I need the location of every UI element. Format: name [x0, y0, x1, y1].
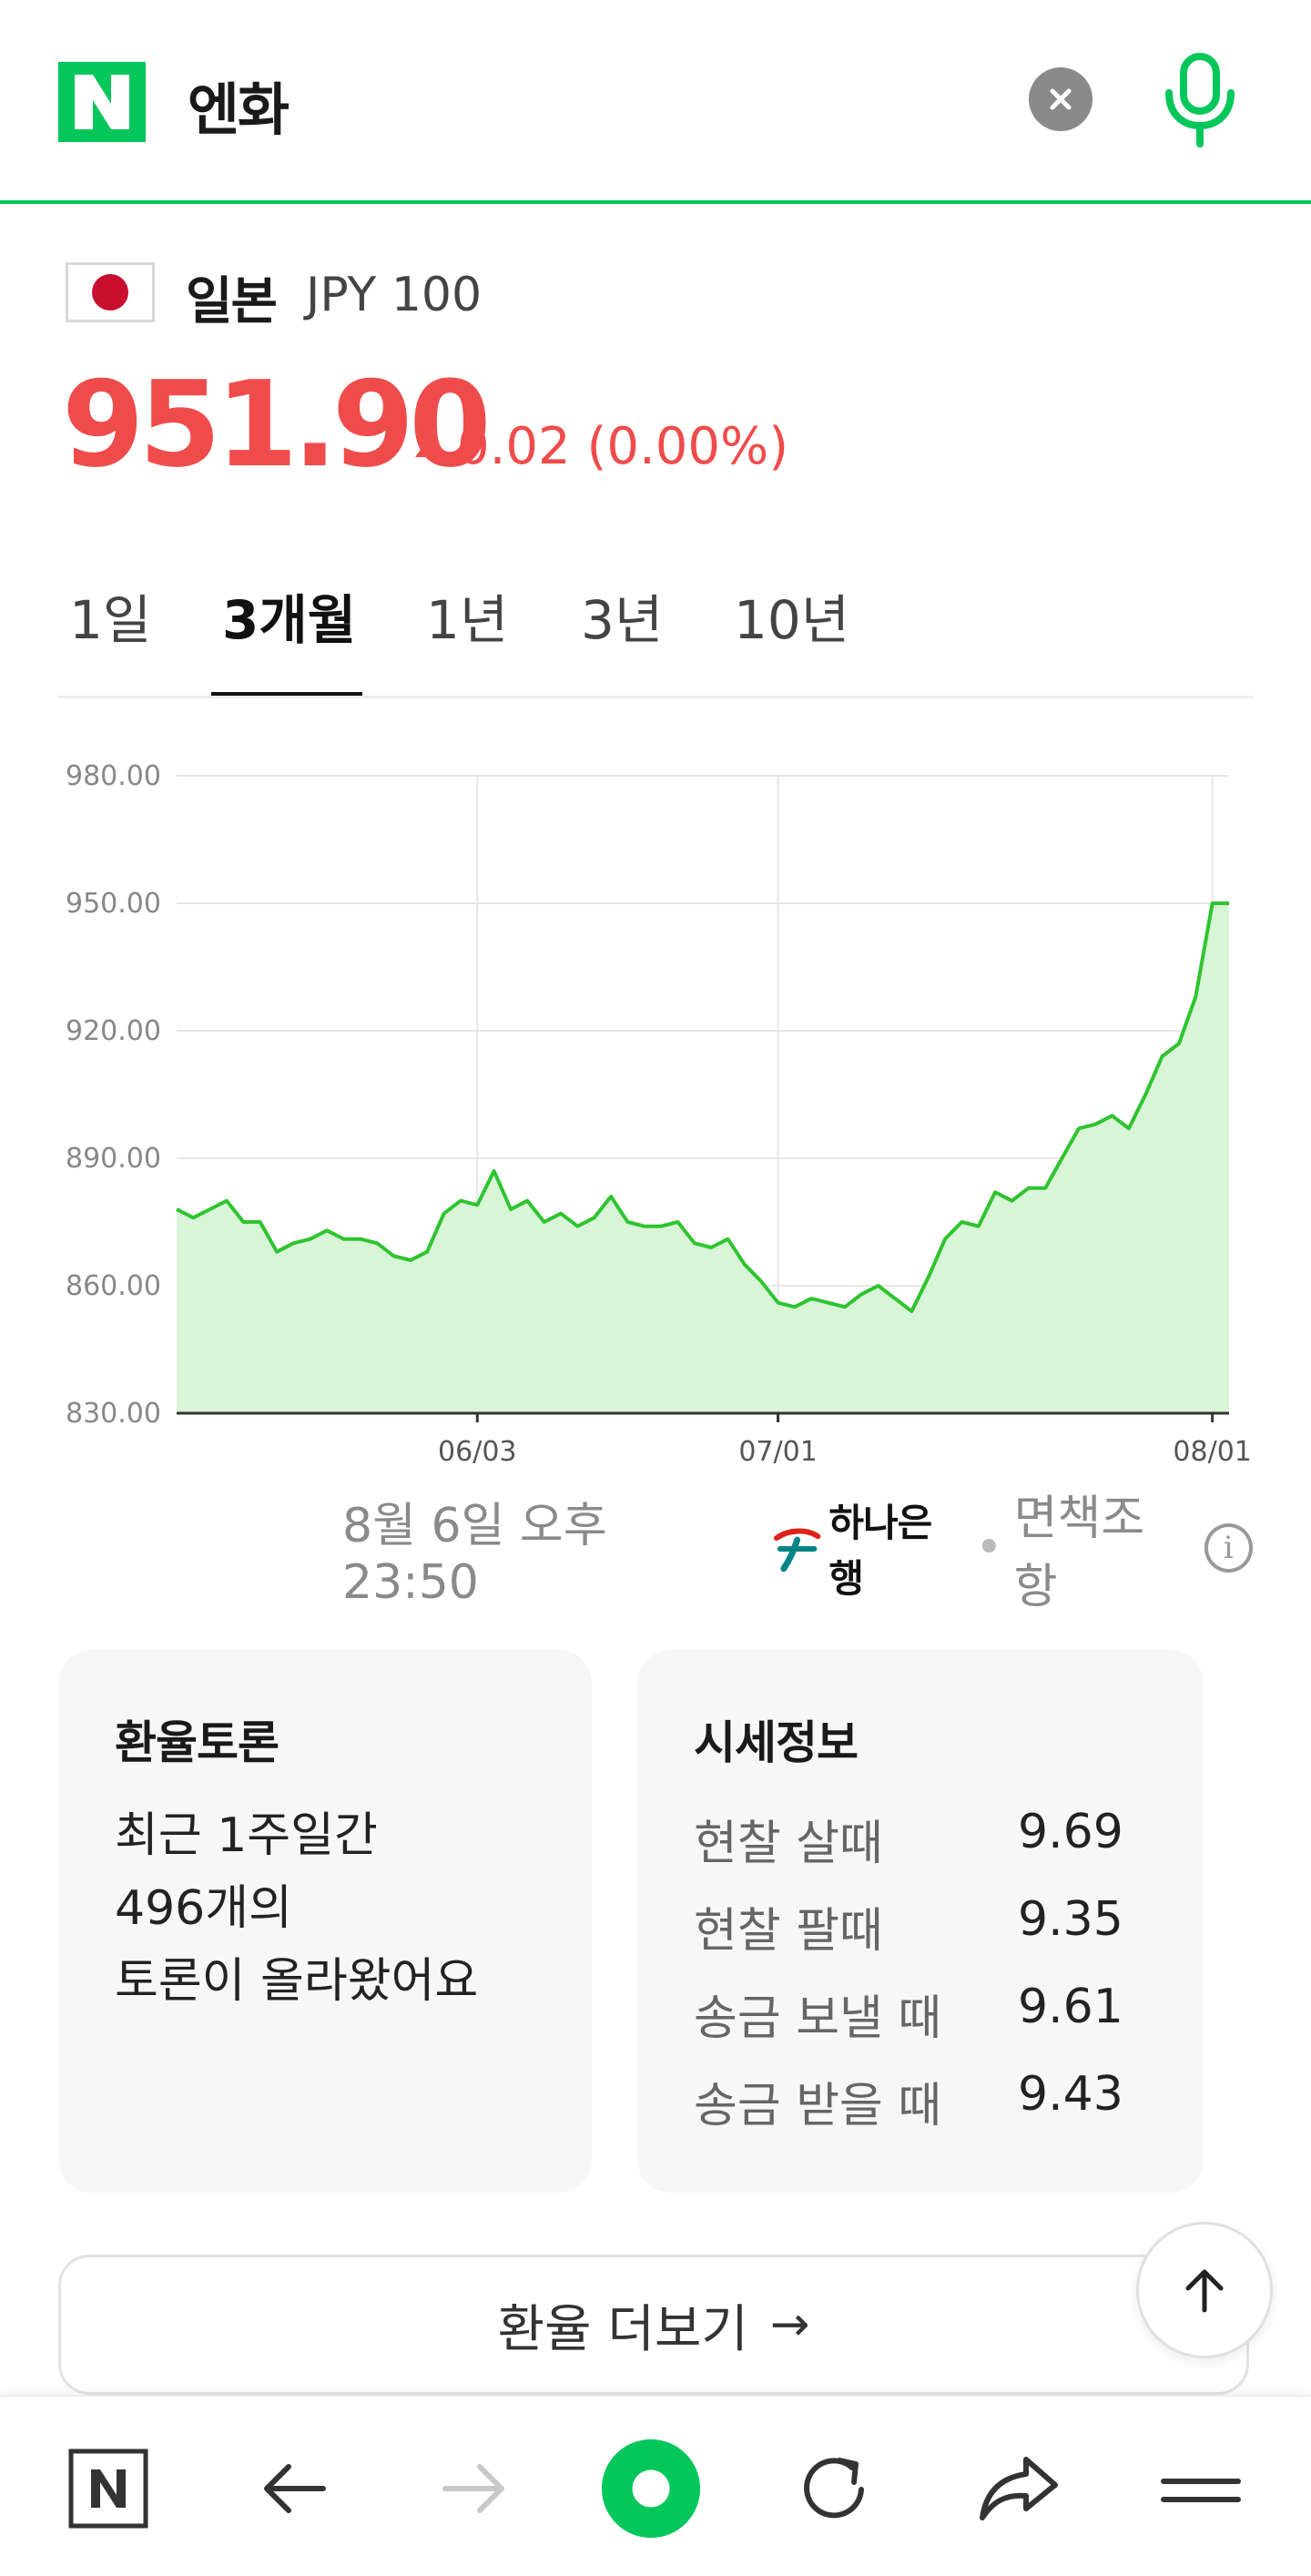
tab-3m[interactable]: 3개월 [222, 589, 357, 651]
search-query[interactable]: 엔화 [188, 76, 290, 143]
hana-bank-logo-icon [774, 1528, 821, 1573]
price-change-value: 0.02 (0.00%) [457, 417, 789, 476]
arrow-left-icon [264, 2464, 326, 2513]
clear-search-button[interactable] [1029, 67, 1092, 131]
up-arrow-icon [415, 436, 444, 457]
y-tick-label: 830.00 [66, 1398, 161, 1430]
arrow-right-icon: → [769, 2297, 810, 2352]
currency-code: JPY 100 [306, 268, 483, 322]
tab-1d[interactable]: 1일 [69, 589, 152, 651]
arrow-right-icon [442, 2464, 504, 2513]
arrow-up-icon [1185, 2269, 1224, 2313]
discussion-line-2: 496개의 [115, 1881, 292, 1936]
quote-row-label: 송금 받을 때 [694, 2079, 942, 2133]
bank-name: 하나은행 [828, 1501, 932, 1601]
scroll-to-top-button[interactable] [1136, 2222, 1273, 2358]
quote-row-value: 9.61 [1018, 1980, 1123, 2034]
green-dot-button[interactable] [601, 2439, 701, 2539]
info-icon[interactable]: i [1204, 1523, 1253, 1573]
quote-row-wire-send: 송금 보낼 때 9.61 [694, 1980, 1123, 2048]
microphone-icon[interactable] [1156, 51, 1244, 149]
quote-row-cash-sell: 현찰 팔때 9.35 [694, 1892, 1123, 1960]
quote-row-value: 9.69 [1018, 1805, 1123, 1859]
japan-flag-icon [66, 262, 155, 322]
series-area [177, 903, 1229, 1413]
more-exchange-rates-button[interactable]: 환율 더보기 → [58, 2255, 1249, 2395]
active-tab-indicator [211, 692, 362, 696]
x-tick-label: 07/01 [738, 1436, 817, 1468]
hamburger-menu-icon [1161, 2479, 1241, 2502]
discussion-card[interactable]: 환율토론 최근 1주일간 496개의 토론이 올라왔어요 [58, 1650, 592, 2193]
series-line [176, 901, 1229, 1313]
refresh-button[interactable] [785, 2439, 885, 2539]
x-tick-label: 06/03 [438, 1436, 516, 1468]
country-name: 일본 [186, 272, 278, 331]
forward-button[interactable] [424, 2439, 524, 2539]
quote-row-value: 9.35 [1018, 1892, 1123, 1947]
refresh-icon [804, 2458, 864, 2519]
separator-dot: • [974, 1521, 1003, 1575]
naver-n-icon [68, 2449, 148, 2529]
naver-home-button[interactable] [58, 2439, 158, 2539]
quote-info-card[interactable]: 시세정보 현찰 살때 9.69 현찰 팔때 9.35 송금 보낼 때 9.61 … [637, 1650, 1204, 2193]
discussion-line-3: 토론이 올라왔어요 [115, 1954, 479, 2009]
tab-10y[interactable]: 10년 [734, 589, 850, 651]
exchange-rate-price: 951.90 [62, 355, 492, 494]
menu-button[interactable] [1151, 2439, 1251, 2539]
quote-row-wire-receive: 송금 받을 때 9.43 [694, 2067, 1123, 2135]
tab-3y[interactable]: 3년 [581, 589, 664, 651]
close-icon [1050, 88, 1072, 110]
y-tick-label: 890.00 [66, 1143, 161, 1175]
quote-row-label: 현찰 팔때 [694, 1904, 883, 1959]
x-tick-label: 08/01 [1173, 1436, 1251, 1468]
update-timestamp: 8월 6일 오후 23:50 [342, 1498, 607, 1610]
tab-1y[interactable]: 1년 [426, 589, 509, 651]
quote-row-cash-buy: 현찰 살때 9.69 [694, 1805, 1123, 1873]
back-button[interactable] [244, 2439, 344, 2539]
quote-row-value: 9.43 [1018, 2067, 1123, 2122]
discussion-card-title: 환율토론 [115, 1716, 279, 1769]
more-button-label: 환율 더보기 [497, 2299, 748, 2359]
period-tabs: 1일 3개월 1년 3년 10년 [58, 546, 1253, 698]
source-line: 8월 6일 오후 23:50 하나은행 • 면책조항 i [342, 1492, 1253, 1614]
price-change: 0.02 (0.00%) [415, 417, 788, 476]
quote-row-label: 현찰 살때 [694, 1817, 883, 1871]
y-tick-label: 860.00 [66, 1270, 161, 1302]
y-tick-label: 920.00 [66, 1015, 161, 1047]
y-tick-label: 950.00 [66, 888, 161, 920]
exchange-rate-chart[interactable]: 980.00 950.00 920.00 890.00 860.00 830.00 06/0… [58, 747, 1260, 1493]
green-dot-icon [601, 2439, 701, 2539]
search-header: 엔화 [0, 0, 1311, 204]
share-button[interactable] [969, 2439, 1069, 2539]
quote-row-label: 송금 보낼 때 [694, 1991, 942, 2046]
y-tick-label: 980.00 [66, 760, 161, 792]
quote-card-title: 시세정보 [694, 1716, 859, 1769]
discussion-card-body: 최근 1주일간 496개의 토론이 올라왔어요 [115, 1799, 478, 2018]
naver-logo-icon[interactable] [58, 62, 146, 142]
bank-source: 하나은행 [771, 1492, 964, 1604]
disclaimer-link[interactable]: 면책조항 [1013, 1492, 1145, 1614]
discussion-line-1: 최근 1주일간 [115, 1808, 378, 1863]
share-icon [980, 2457, 1058, 2520]
browser-bottom-bar [0, 2395, 1311, 2576]
